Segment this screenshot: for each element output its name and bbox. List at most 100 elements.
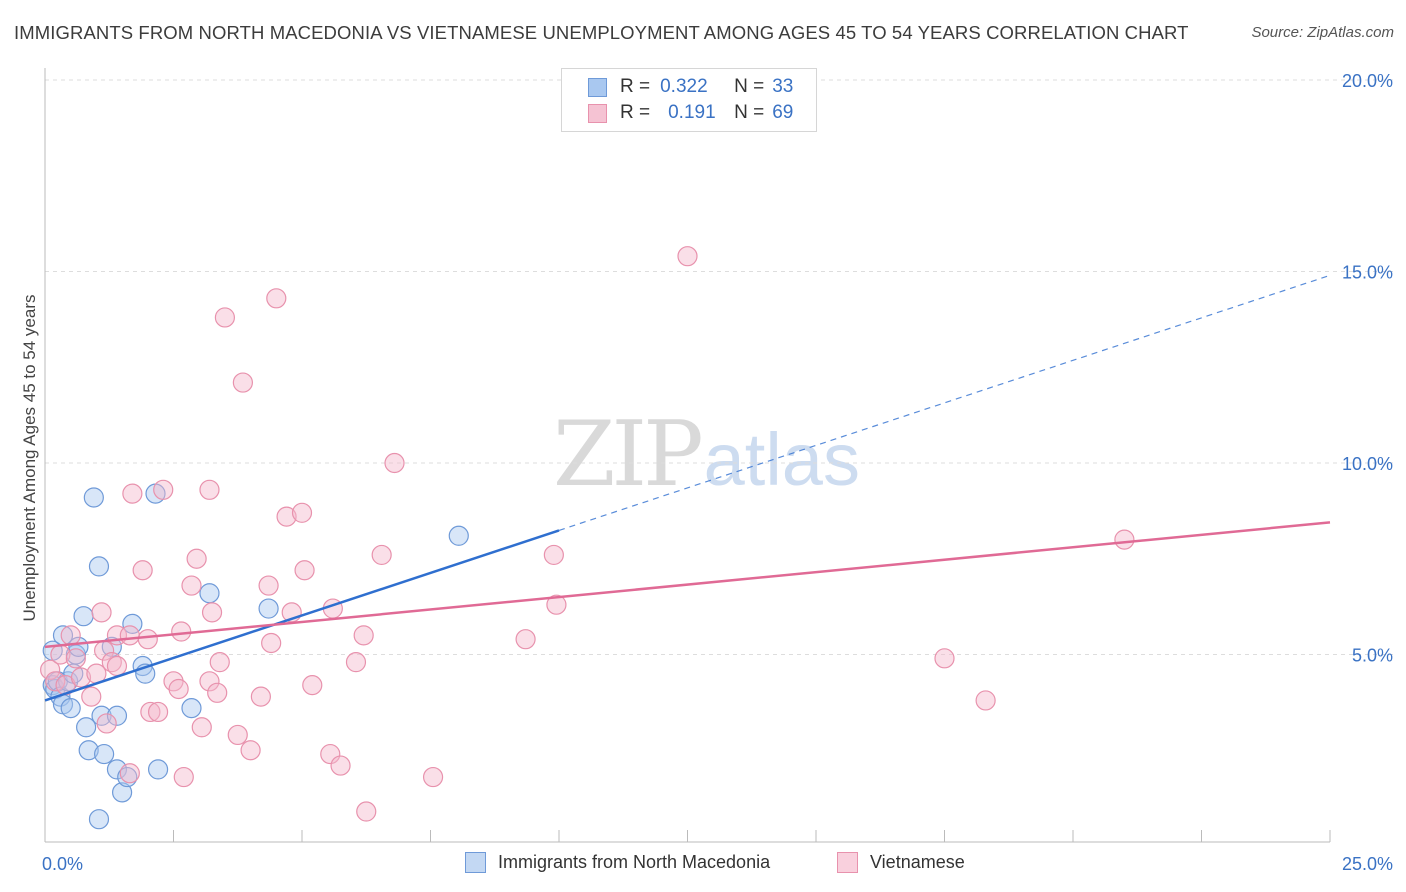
data-point (291, 502, 313, 523)
data-point (96, 713, 117, 734)
legend-swatch-pink (588, 103, 607, 123)
data-point (181, 698, 202, 719)
data-point (88, 556, 110, 577)
data-point (171, 621, 192, 642)
legend-swatch-blue (588, 77, 607, 97)
legend-n-label: N = (734, 102, 765, 123)
bottom-legend-label: Immigrants from North Macedonia (498, 852, 771, 872)
data-point (975, 690, 996, 711)
data-point (186, 548, 207, 569)
data-point (83, 487, 104, 508)
data-point (345, 652, 367, 673)
data-point (122, 483, 143, 504)
source-label: Source: ZipAtlas.com (1251, 24, 1394, 41)
x-tick-label: 25.0% (1342, 854, 1393, 874)
legend-r-label: R = (620, 76, 651, 97)
data-point (677, 246, 698, 267)
legend-row-vietnamese: R = 0.191 N = 69 (588, 101, 793, 125)
bottom-legend-swatch-pink (837, 852, 858, 873)
axes (44, 68, 1331, 843)
data-point (140, 701, 161, 723)
data-point (201, 602, 223, 623)
data-point (78, 740, 99, 761)
legend-r-value: 0.191 (668, 102, 716, 123)
data-point (227, 724, 248, 746)
bottom-legend-north-macedonia: Immigrants from North Macedonia (465, 852, 770, 873)
data-point (384, 452, 405, 474)
data-point (76, 717, 97, 738)
data-point (199, 479, 220, 500)
bottom-legend-label: Vietnamese (870, 852, 965, 872)
data-point (232, 372, 253, 393)
data-point (320, 743, 341, 765)
trend-line-vietnamese (44, 521, 1331, 649)
data-point (45, 671, 66, 692)
data-point (371, 544, 392, 566)
data-point (276, 506, 297, 527)
data-point (515, 629, 536, 650)
data-point (240, 740, 261, 761)
bottom-legend-swatch-blue (465, 852, 486, 873)
data-point (147, 759, 169, 780)
data-point (356, 801, 377, 822)
trend-line-north-macedonia-extension (558, 274, 1331, 531)
series-vietnamese-points (40, 246, 1135, 822)
tick-labels: 5.0% 10.0% 15.0% 20.0% 0.0% 25.0% (42, 71, 1393, 874)
data-point (147, 701, 169, 723)
data-point (70, 667, 92, 688)
data-point (60, 698, 81, 719)
gridlines (45, 79, 1395, 655)
data-point (91, 602, 112, 623)
data-point (191, 717, 212, 738)
legend-row-north-macedonia: R = 0.322 N = 33 (588, 75, 793, 99)
data-point (181, 575, 202, 596)
data-point (173, 766, 194, 788)
legend-n-label: N = (734, 76, 765, 97)
data-point (132, 560, 153, 581)
data-point (117, 766, 138, 788)
legend-n-value: 33 (772, 76, 794, 97)
data-point (543, 544, 564, 566)
y-tick-label: 5.0% (1352, 646, 1393, 666)
y-tick-label: 15.0% (1342, 263, 1393, 283)
legend-n-value: 69 (772, 102, 794, 123)
data-point (73, 606, 94, 627)
data-point (106, 705, 128, 726)
data-point (258, 575, 279, 596)
data-point (261, 632, 282, 654)
data-point (302, 675, 323, 696)
data-point (207, 682, 228, 703)
data-point (40, 659, 61, 680)
data-point (266, 288, 287, 309)
data-point (214, 307, 235, 328)
data-point (448, 525, 469, 546)
bottom-legend-vietnamese: Vietnamese (837, 852, 965, 873)
legend-r-label: R = (620, 102, 651, 123)
data-point (88, 809, 110, 830)
data-point (94, 743, 115, 765)
data-point (60, 625, 81, 646)
legend-r-value: 0.322 (660, 76, 708, 97)
correlation-legend: R = 0.322 N = 33 R = 0.191 N = 69 (561, 68, 817, 132)
data-point (353, 625, 374, 646)
data-point (294, 560, 315, 581)
data-point (168, 678, 189, 700)
data-point (546, 594, 567, 615)
data-point (934, 648, 955, 669)
y-tick-label: 20.0% (1342, 71, 1393, 91)
data-point (250, 686, 271, 707)
data-point (153, 479, 174, 500)
data-point (1114, 529, 1135, 550)
data-point (209, 652, 230, 673)
trend-line-north-macedonia (44, 529, 560, 702)
chart-title: IMMIGRANTS FROM NORTH MACEDONIA VS VIETN… (14, 22, 1189, 43)
data-point (119, 625, 140, 646)
x-tick-label: 0.0% (42, 854, 83, 874)
data-point (199, 583, 220, 604)
data-point (106, 759, 128, 780)
data-point (199, 671, 220, 692)
data-point (106, 655, 128, 677)
y-tick-label: 10.0% (1342, 454, 1393, 474)
data-point (137, 629, 158, 650)
